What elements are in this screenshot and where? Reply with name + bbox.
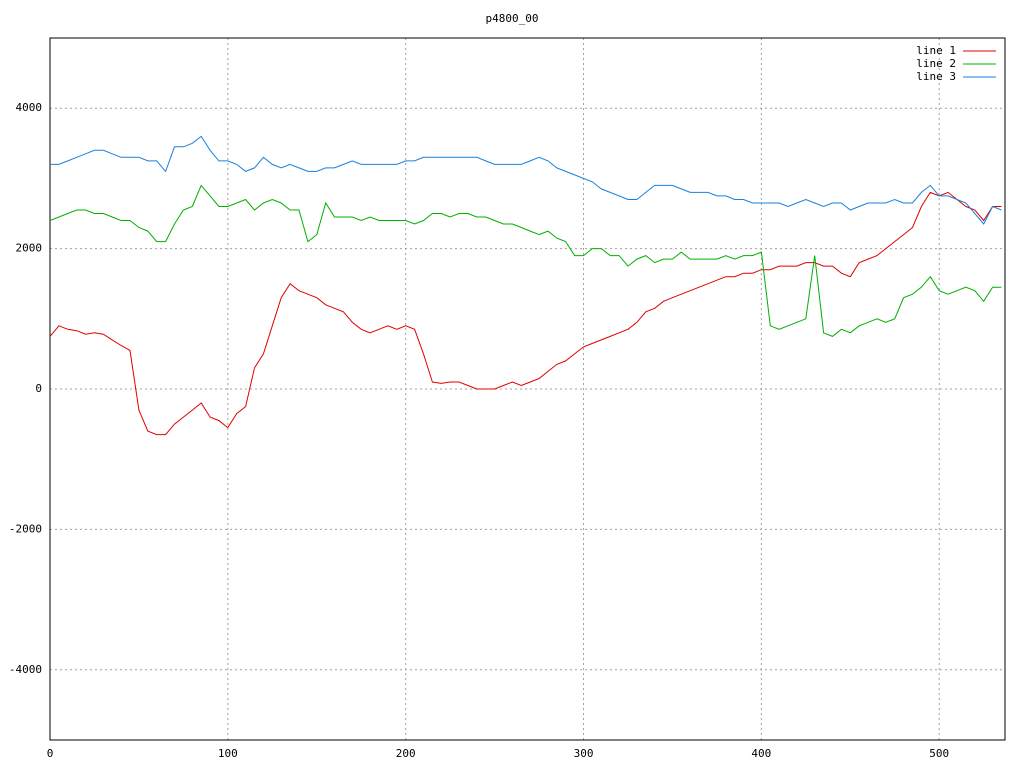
legend-label: line 2 [916,57,956,70]
y-tick-label: -4000 [9,663,42,676]
legend-label: line 1 [916,44,956,57]
y-tick-label: 2000 [16,242,43,255]
x-tick-label: 500 [929,747,949,760]
plot-area [50,135,1002,436]
plot-frame [49,37,1006,741]
chart-title: p4800_00 [486,12,539,25]
series-line [50,191,1002,436]
y-tick-label: 0 [35,382,42,395]
x-tick-label: 100 [218,747,238,760]
legend-label: line 3 [916,70,956,83]
x-tick-label: 0 [47,747,54,760]
x-tick-label: 400 [751,747,771,760]
series-line [50,135,1002,225]
y-tick-label: 4000 [16,101,43,114]
x-tick-label: 200 [396,747,416,760]
series-line [50,184,1002,337]
y-tick-label: -2000 [9,522,42,535]
x-tick-label: 300 [574,747,594,760]
